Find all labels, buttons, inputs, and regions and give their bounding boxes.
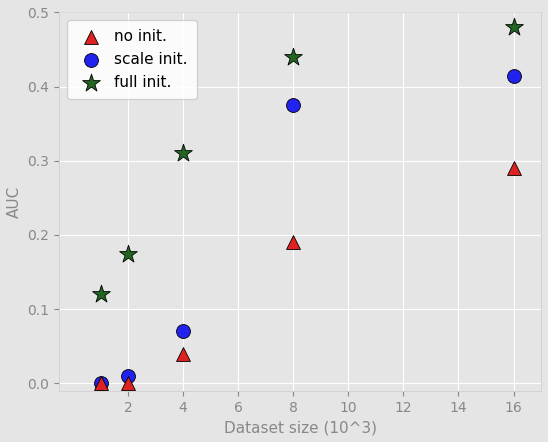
full init. bbox=[179, 150, 187, 157]
no init. bbox=[509, 165, 518, 172]
no init. bbox=[96, 380, 105, 387]
full init. bbox=[124, 250, 133, 257]
scale init. bbox=[96, 380, 105, 387]
no init. bbox=[179, 350, 187, 357]
no init. bbox=[124, 380, 133, 387]
Y-axis label: AUC: AUC bbox=[7, 186, 22, 218]
scale init. bbox=[509, 72, 518, 79]
scale init. bbox=[179, 328, 187, 335]
X-axis label: Dataset size (10^3): Dataset size (10^3) bbox=[224, 420, 376, 435]
no init. bbox=[289, 239, 298, 246]
scale init. bbox=[289, 102, 298, 109]
scale init. bbox=[124, 373, 133, 380]
full init. bbox=[289, 53, 298, 61]
full init. bbox=[509, 24, 518, 31]
full init. bbox=[96, 291, 105, 298]
Legend: no init., scale init., full init.: no init., scale init., full init. bbox=[67, 20, 197, 99]
